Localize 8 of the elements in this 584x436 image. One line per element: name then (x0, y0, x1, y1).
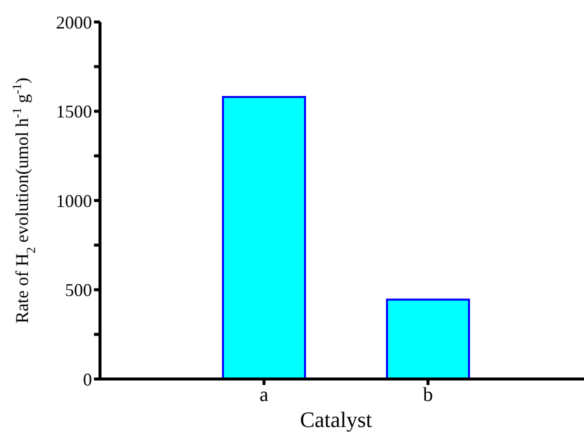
x-tick-label: a (260, 384, 269, 406)
y-tick-label: 2000 (56, 12, 92, 32)
y-tick-label: 1000 (56, 190, 92, 211)
y-tick-label: 500 (65, 280, 92, 300)
y-tick-label: 0 (83, 369, 92, 390)
y-tick-label: 1500 (56, 102, 92, 122)
x-axis-title: Catalyst (300, 407, 372, 432)
x-tick-label: b (423, 384, 433, 406)
